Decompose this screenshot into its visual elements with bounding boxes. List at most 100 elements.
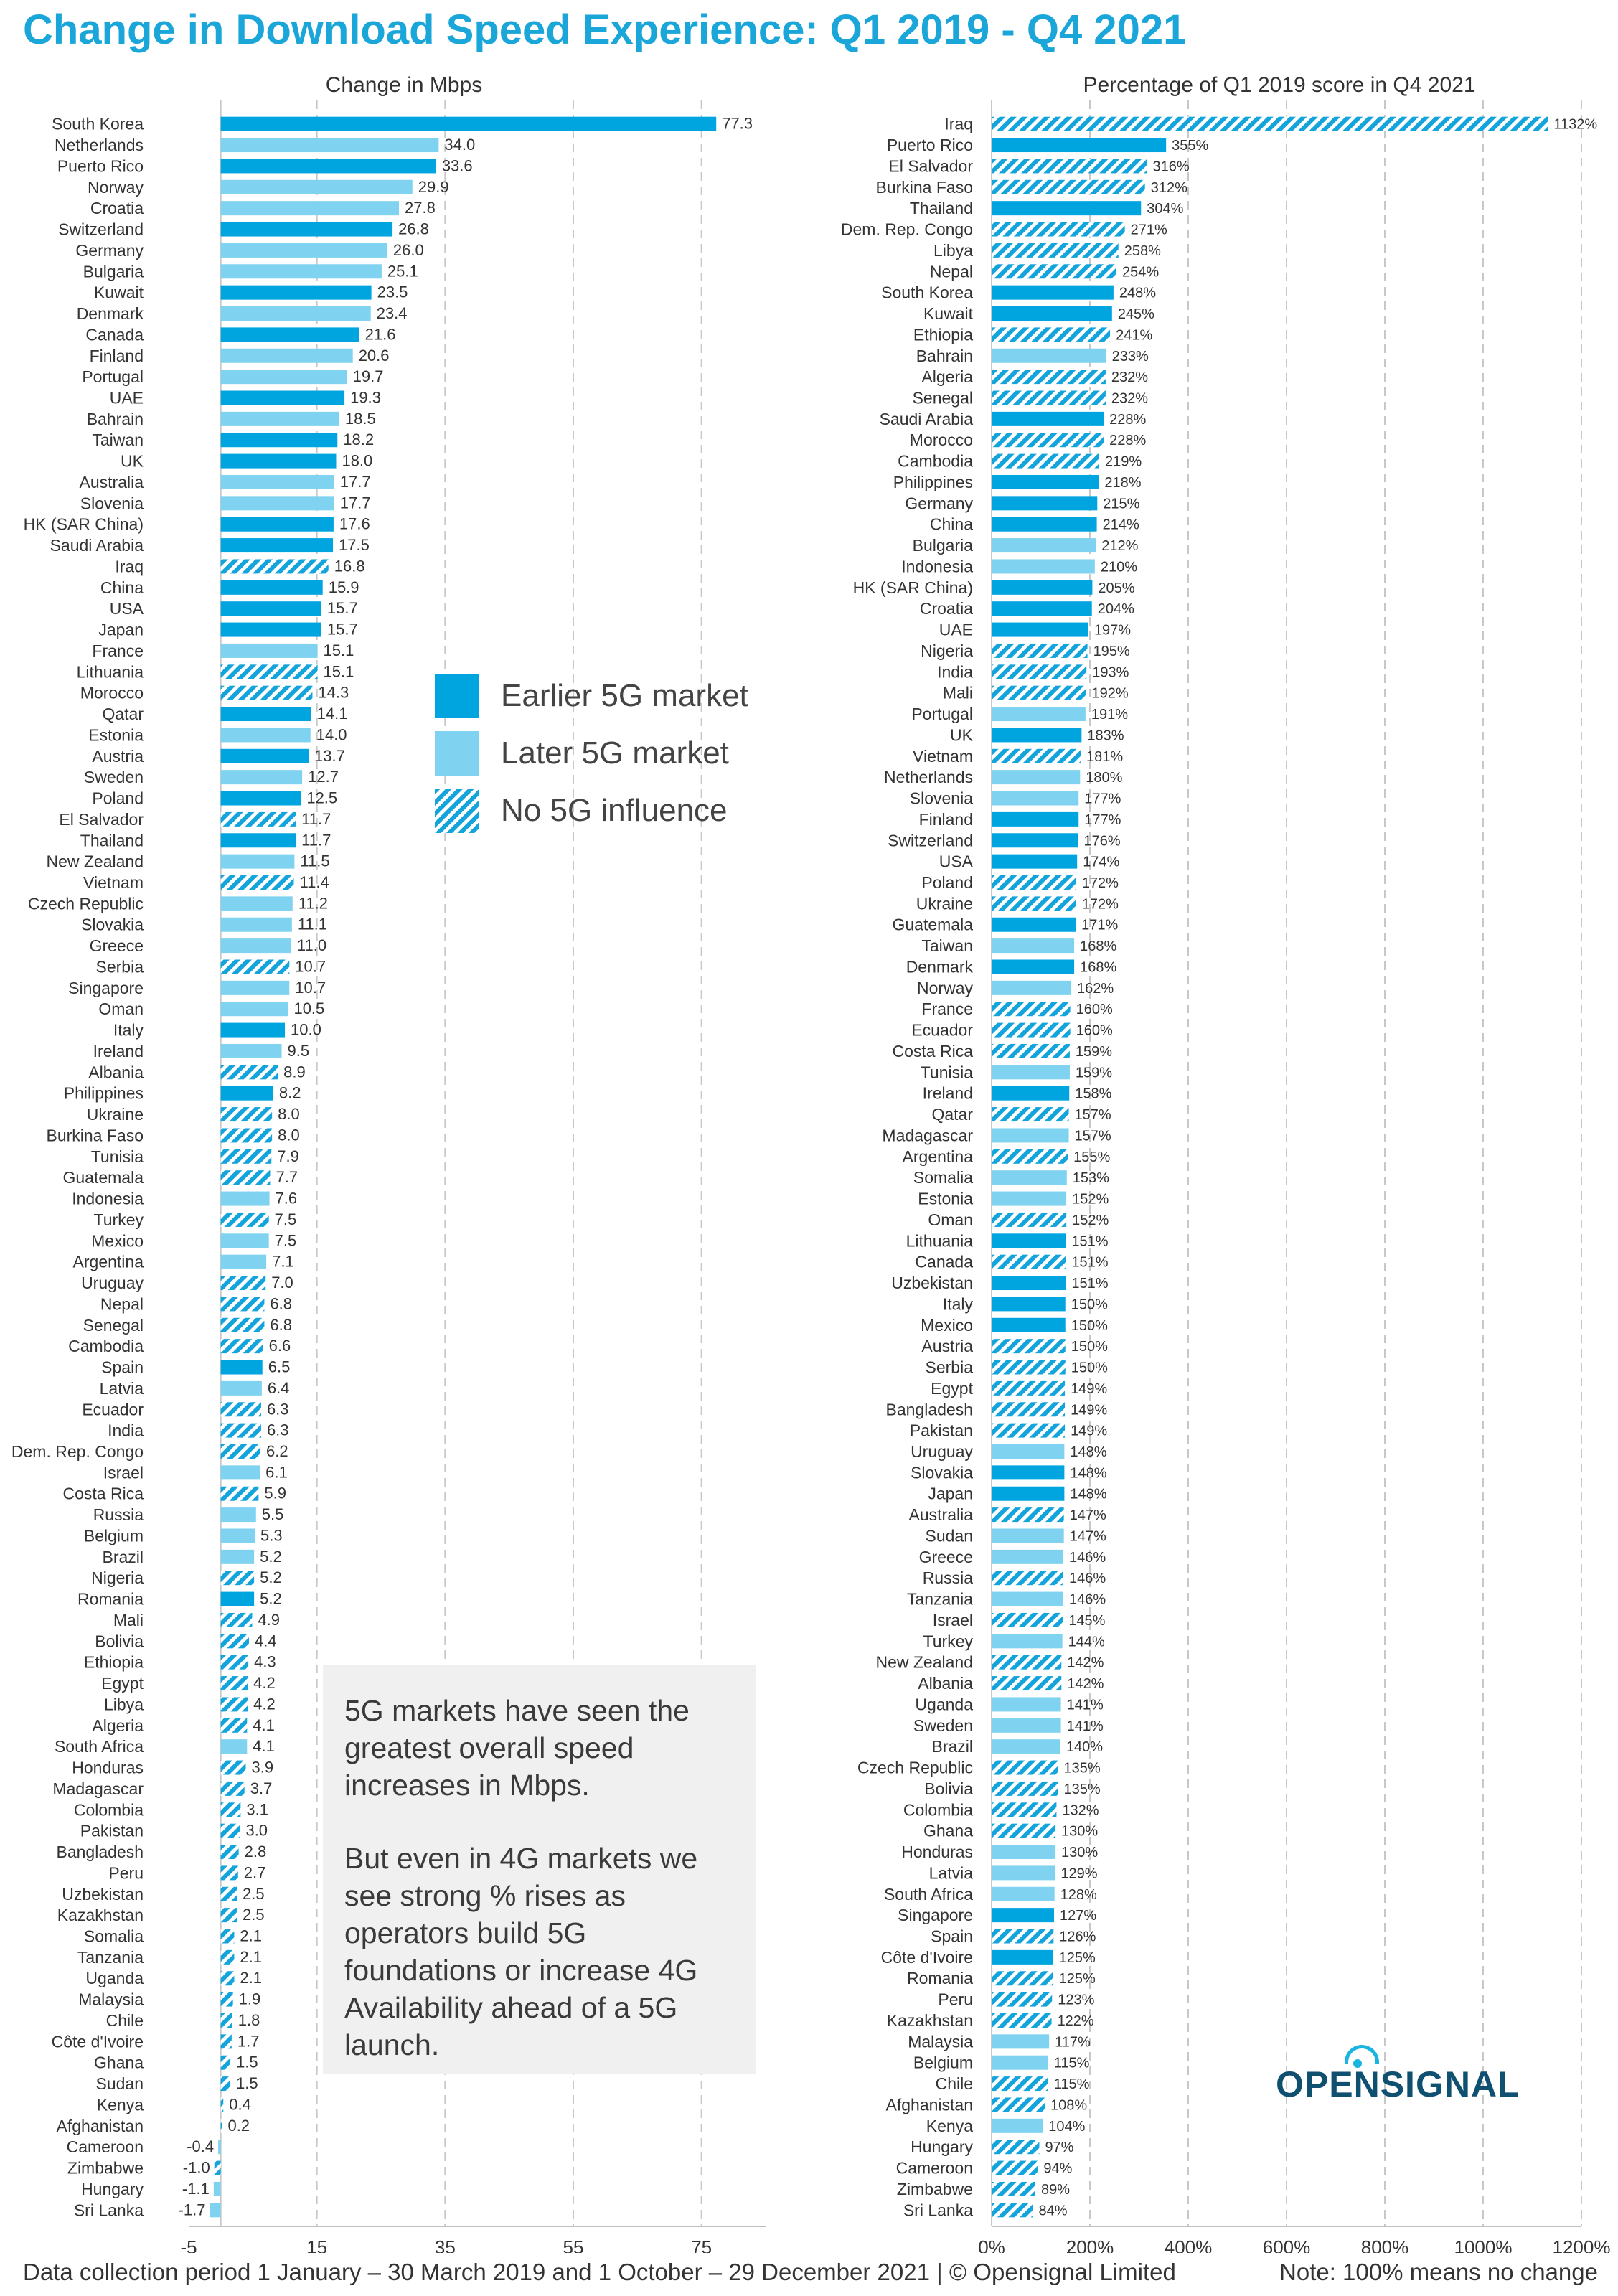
data-label: 316% [1152,159,1189,174]
data-label: 25.1 [387,262,418,280]
category-label: Turkey [923,1632,974,1650]
bar [992,685,1086,700]
bar [220,1360,263,1375]
data-label: 144% [1068,1634,1105,1650]
bar [220,517,334,532]
data-label: 11.7 [301,810,331,828]
data-label: 228% [1109,433,1146,448]
bar [220,327,359,342]
category-label: Croatia [920,599,973,618]
category-label: Kenya [97,2095,144,2114]
category-label: Dem. Rep. Congo [11,1442,144,1461]
data-label: 3.7 [250,1779,273,1797]
data-label: 7.7 [276,1168,298,1186]
x-tick-label: 200% [1066,2236,1114,2253]
x-tick-label: 1200% [1553,2236,1611,2253]
data-label: 123% [1058,1992,1094,2008]
category-label: Malaysia [908,2032,973,2051]
category-label: El Salvador [888,156,973,175]
category-label: Costa Rica [63,1485,144,1503]
category-label: Switzerland [888,831,973,850]
bar [992,2140,1040,2155]
category-label: Morocco [910,430,973,449]
note-box: 5G markets have seen the greatest overal… [323,1665,756,2074]
data-label: 146% [1069,1571,1106,1586]
bar [992,2097,1045,2112]
data-label: 15.7 [327,621,358,639]
bar [992,496,1098,511]
category-label: Slovenia [80,494,144,512]
data-label: 204% [1098,601,1134,617]
bar [992,1571,1064,1586]
data-label: 160% [1076,1023,1113,1039]
category-label: Qatar [102,705,144,723]
data-label: 14.0 [316,725,347,743]
bar [992,474,1099,489]
bar [220,1233,269,1248]
category-label: Ukraine [916,894,973,913]
bar [220,622,321,637]
mbps-chart: Change in Mbps -5 15 35 55 75 South Korea 77.3 N… [11,73,766,2253]
data-label: 15.1 [324,641,354,659]
data-label: -1.0 [183,2159,210,2177]
legend-label-later: Later 5G market [501,735,729,771]
category-label: UK [121,452,144,471]
category-label: Romania [907,1969,973,1987]
category-label: Poland [92,789,144,808]
category-label: Ecuador [911,1021,973,1040]
data-label: 183% [1087,728,1124,743]
bar [220,370,347,385]
bar [992,707,1086,722]
category-label: Norway [88,178,144,197]
bar [220,1718,248,1733]
data-label: 157% [1075,1128,1111,1144]
category-label: HK (SAR China) [853,578,973,597]
data-label: 149% [1071,1402,1107,1418]
data-label: 2.8 [245,1843,267,1860]
data-label: 174% [1083,855,1119,870]
data-label: 232% [1111,370,1148,385]
data-label: 27.8 [405,199,436,217]
data-label: 312% [1151,180,1187,196]
category-label: Slovakia [81,916,144,934]
data-label: 1.9 [239,1990,261,2008]
bar [220,1486,259,1501]
category-label: Colombia [903,1800,973,1819]
category-label: Peru [938,1990,973,2009]
bar [220,285,372,300]
category-label: Mali [943,684,973,702]
bar [220,1992,233,2007]
bar [992,2055,1048,2070]
data-label: 17.7 [340,494,371,512]
category-label: Japan [928,1485,973,1503]
data-label: 192% [1092,686,1129,702]
bar [992,959,1075,974]
bar [992,643,1088,658]
data-label: 1.5 [236,2074,258,2092]
data-label: 197% [1094,623,1131,639]
signal-dot-icon [1353,2059,1362,2068]
data-label: 13.7 [314,747,345,765]
bar [992,664,1087,679]
data-label: 6.4 [268,1379,290,1397]
category-label: Peru [108,1863,144,1882]
bar [220,159,436,174]
data-label: 7.5 [275,1210,297,1228]
bar [220,1065,278,1080]
category-label: Serbia [96,957,144,976]
bar [220,980,290,995]
data-label: 2.5 [243,1885,265,1903]
bar [992,538,1096,553]
bar [220,1107,273,1122]
bar [220,580,323,595]
category-label: Finland [90,347,144,365]
bar [220,601,321,616]
data-label: 127% [1060,1908,1096,1924]
category-label: Denmark [77,304,144,323]
category-label: UAE [939,621,973,639]
bar [992,1866,1055,1881]
bar [220,938,291,954]
bar [992,327,1111,342]
bar [992,1402,1066,1417]
data-label: 2.1 [240,1927,262,1945]
